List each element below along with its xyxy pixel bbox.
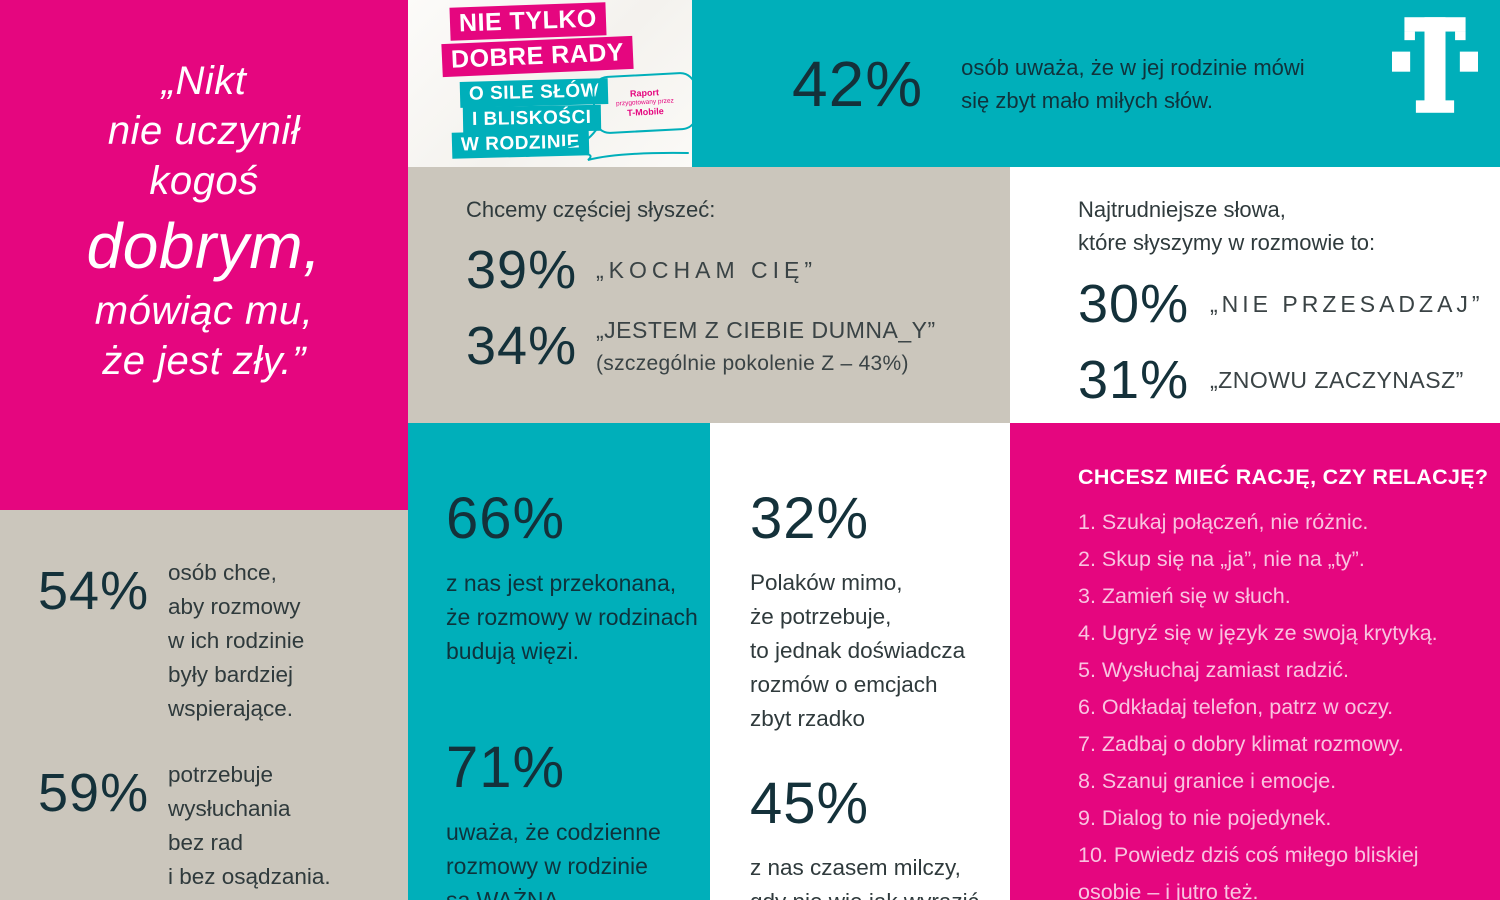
tip-item: 2. Skup się na „ja”, nie na „ty”. xyxy=(1078,547,1365,571)
tips-block: CHCESZ MIEĆ RACJĘ, CZY RELACJĘ? 1. Szuka… xyxy=(1010,423,1500,900)
top-stat-block: 42% osób uważa, że w jej rodzinie mówi s… xyxy=(692,0,1500,167)
stat-text-line: zbyt rzadko xyxy=(750,706,866,731)
teal-stat-group: 66% z nas jest przekonana, że rozmowy w … xyxy=(446,485,710,668)
badge-ribbon-teal: O SILE SŁÓW xyxy=(459,78,609,108)
stat-value: 66% xyxy=(446,486,566,551)
stat-text-line: rozmowy w rodzinie xyxy=(446,853,648,879)
stat-note: (szczególnie pokolenie Z – 43%) xyxy=(596,351,909,375)
quote-line: mówiąc mu, xyxy=(94,289,314,333)
stat-value: 31% xyxy=(1078,350,1190,410)
tip-item: 3. Zamień się w słuch. xyxy=(1078,584,1291,608)
quote-line: kogoś xyxy=(149,159,259,203)
hard-title-line: Najtrudniejsze słowa, xyxy=(1078,197,1286,222)
stat-value: 42% xyxy=(792,47,924,120)
quote-line: że jest zły.” xyxy=(102,339,306,383)
quote-line-emphasis: dobrym, xyxy=(86,210,322,282)
hear-block: Chcemy częściej słyszeć: 39% „KOCHAM CIĘ… xyxy=(408,167,1010,423)
stat-label: „JESTEM Z CIEBIE DUMNA_Y” xyxy=(596,316,936,343)
stat-text-line: bez rad xyxy=(168,830,244,855)
stat-text-line: i bez osądzania. xyxy=(168,864,331,889)
stat-text: osób uważa, że w jej rodzinie mówi się z… xyxy=(961,51,1305,117)
quote-line: nie uczynił xyxy=(107,109,301,153)
stat-value: 30% xyxy=(1078,274,1190,334)
hard-words-block: Najtrudniejsze słowa, które słyszymy w r… xyxy=(1010,167,1500,423)
stat-text: osób chce, aby rozmowy w ich rodzinie by… xyxy=(168,556,304,726)
stat-value: 39% xyxy=(466,240,578,300)
stat-text-line: że potrzebuje, xyxy=(750,604,892,629)
tip-item: 1. Szukaj połączeń, nie różnic. xyxy=(1078,510,1369,534)
stat-text-line: się zbyt mało miłych słów. xyxy=(961,87,1213,113)
tips-title: CHCESZ MIEĆ RACJĘ, CZY RELACJĘ? xyxy=(1078,465,1489,489)
tip-item: 7. Zadbaj o dobry klimat rozmowy. xyxy=(1078,732,1404,756)
stat-text-line: były bardziej xyxy=(168,662,294,687)
stat-text-line: rozmów o emcjach xyxy=(750,672,938,697)
report-badge-block: NIE TYLKO DOBRE RADY O SILE SŁÓW I BLISK… xyxy=(408,0,699,167)
stat-text: z nas czasem milczy, gdy nie wie jak wyr… xyxy=(750,851,1010,900)
bubble-text: T-Mobile xyxy=(626,106,664,118)
hard-title: Najtrudniejsze słowa, które słyszymy w r… xyxy=(1078,193,1500,259)
stat-label: „ZNOWU ZACZYNASZ” xyxy=(1210,366,1464,393)
left-stats-block: 54% osób chce, aby rozmowy w ich rodzini… xyxy=(0,510,408,900)
stat-text: Polaków mimo, że potrzebuje, to jednak d… xyxy=(750,566,1010,736)
stat-text-line: są WAŻNA. xyxy=(446,887,566,900)
left-stat-row: 59% potrzebuje wysłuchania bez rad i bez… xyxy=(38,758,408,894)
hear-stat-row: 39% „KOCHAM CIĘ” xyxy=(466,239,1010,301)
tip-item: 6. Odkładaj telefon, patrz w oczy. xyxy=(1078,695,1394,719)
stat-text-line: w ich rodzinie xyxy=(168,628,305,653)
t-mobile-logo-icon xyxy=(1392,16,1478,114)
stat-text: potrzebuje wysłuchania bez rad i bez osą… xyxy=(168,758,331,894)
stat-text: uważa, że codzienne rozmowy w rodzinie s… xyxy=(446,815,710,900)
stat-text-line: wspierające. xyxy=(168,696,294,721)
badge-ribbon-magenta: NIE TYLKO xyxy=(449,2,607,41)
quote-block: „Nikt nie uczynił kogoś dobrym, mówiąc m… xyxy=(0,0,408,510)
hear-title: Chcemy częściej słyszeć: xyxy=(466,197,716,222)
tip-item: 8. Szanuj granice i emocje. xyxy=(1078,769,1337,793)
stat-value: 54% xyxy=(38,561,150,621)
left-stat-row: 54% osób chce, aby rozmowy w ich rodzini… xyxy=(38,556,408,726)
quote-line: „Nikt xyxy=(161,59,247,103)
tip-item: 10. Powiedz dziś coś miłego bliskiej oso… xyxy=(1078,843,1419,900)
tip-item: 5. Wysłuchaj zamiast radzić. xyxy=(1078,658,1350,682)
teal-stat-group: 71% uważa, że codzienne rozmowy w rodzin… xyxy=(446,734,710,900)
stat-text-line: Polaków mimo, xyxy=(750,570,903,595)
stat-text-line: aby rozmowy xyxy=(168,594,301,619)
tip-item: 4. Ugryź się w język ze swoją krytyką. xyxy=(1078,621,1438,645)
stat-value: 59% xyxy=(38,763,150,823)
stat-text-line: uważa, że codzienne xyxy=(446,819,661,845)
stat-text-line: osób chce, xyxy=(168,560,277,585)
hard-title-line: które słyszymy w rozmowie to: xyxy=(1078,230,1376,255)
stat-text-line: budują więzi. xyxy=(446,638,579,664)
stat-text-line: z nas jest przekonana, xyxy=(446,570,677,596)
stat-text-line: że rozmowy w rodzinach xyxy=(446,604,698,630)
white-stat-group: 32% Polaków mimo, że potrzebuje, to jedn… xyxy=(750,485,1010,736)
stat-text-line: wysłuchania xyxy=(168,796,291,821)
stat-value: 71% xyxy=(446,735,566,800)
stat-text: z nas jest przekonana, że rozmowy w rodz… xyxy=(446,566,710,668)
stat-text-line: potrzebuje xyxy=(168,762,274,787)
stat-text-line: osób uważa, że w jej rodzinie mówi xyxy=(961,54,1305,80)
badge-ribbon-magenta: DOBRE RADY xyxy=(441,35,634,78)
tips-list: 1. Szukaj połączeń, nie różnic. 2. Skup … xyxy=(1078,504,1500,900)
stat-value: 32% xyxy=(750,486,870,551)
hear-stat-row: 34% „JESTEM Z CIEBIE DUMNA_Y” (szczególn… xyxy=(466,315,1010,377)
stat-text-line: z nas czasem milczy, xyxy=(750,855,961,880)
hard-stat-row: 30% „NIE PRZESADZAJ” xyxy=(1078,273,1500,335)
white-stats-block: 32% Polaków mimo, że potrzebuje, to jedn… xyxy=(710,423,1010,900)
stat-text-line: gdy nie wie jak wyrazić, xyxy=(750,885,1010,900)
white-stat-group: 45% z nas czasem milczy, gdy nie wie jak… xyxy=(750,770,1010,900)
stat-label: „KOCHAM CIĘ” xyxy=(596,256,817,283)
hard-stat-row: 31% „ZNOWU ZACZYNASZ” xyxy=(1078,349,1500,411)
stat-value: 34% xyxy=(466,316,578,376)
stat-value: 45% xyxy=(750,771,870,836)
stat-text-line: to jednak doświadcza xyxy=(750,638,966,663)
squiggle-line-icon xyxy=(525,129,689,161)
stat-label: „NIE PRZESADZAJ” xyxy=(1210,290,1484,317)
tip-item: 9. Dialog to nie pojedynek. xyxy=(1078,806,1332,830)
teal-stats-block: 66% z nas jest przekonana, że rozmowy w … xyxy=(408,423,710,900)
